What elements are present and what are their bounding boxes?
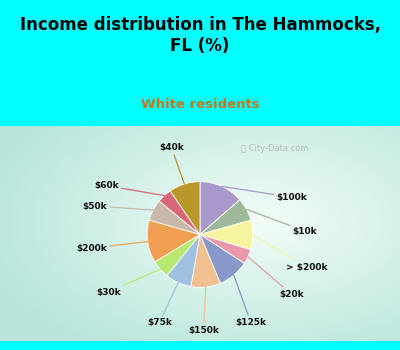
Wedge shape [191, 234, 220, 287]
Text: $20k: $20k [248, 257, 304, 299]
Text: White residents: White residents [141, 98, 259, 111]
Wedge shape [200, 234, 244, 283]
Wedge shape [200, 234, 251, 263]
Wedge shape [149, 201, 200, 234]
Wedge shape [200, 182, 240, 234]
Text: $40k: $40k [159, 143, 184, 184]
Text: $30k: $30k [96, 269, 160, 296]
Wedge shape [167, 234, 200, 287]
Wedge shape [155, 234, 200, 275]
Text: $200k: $200k [76, 241, 148, 253]
Text: $50k: $50k [83, 202, 153, 211]
Text: $60k: $60k [94, 181, 164, 196]
Text: ⓘ City-Data.com: ⓘ City-Data.com [241, 144, 308, 153]
Text: $100k: $100k [222, 187, 307, 202]
Text: $125k: $125k [234, 275, 266, 327]
Text: Income distribution in The Hammocks,
FL (%): Income distribution in The Hammocks, FL … [20, 16, 380, 55]
Text: $10k: $10k [246, 209, 317, 236]
Wedge shape [170, 182, 200, 234]
Text: $75k: $75k [147, 282, 178, 327]
Wedge shape [200, 200, 251, 235]
Wedge shape [200, 220, 253, 250]
Text: > $200k: > $200k [253, 235, 328, 272]
Text: $150k: $150k [188, 287, 219, 335]
Wedge shape [159, 191, 200, 234]
Wedge shape [147, 220, 200, 262]
